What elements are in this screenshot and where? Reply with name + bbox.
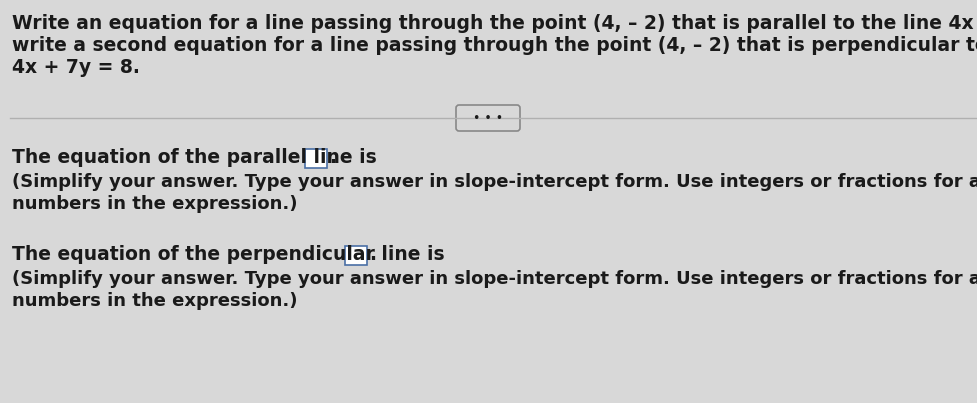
Text: (Simplify your answer. Type your answer in slope-intercept form. Use integers or: (Simplify your answer. Type your answer … — [12, 270, 977, 288]
Bar — [305, 149, 327, 168]
Text: • • •: • • • — [473, 112, 503, 125]
Text: The equation of the parallel line is: The equation of the parallel line is — [12, 148, 377, 167]
Text: 4x + 7y = 8.: 4x + 7y = 8. — [12, 58, 140, 77]
FancyBboxPatch shape — [456, 105, 520, 131]
Text: numbers in the expression.): numbers in the expression.) — [12, 292, 298, 310]
Text: The equation of the perpendicular line is: The equation of the perpendicular line i… — [12, 245, 445, 264]
Bar — [345, 246, 367, 265]
Text: .: . — [329, 148, 336, 167]
Text: write a second equation for a line passing through the point (4, – 2) that is pe: write a second equation for a line passi… — [12, 36, 977, 55]
Text: numbers in the expression.): numbers in the expression.) — [12, 195, 298, 213]
Text: .: . — [369, 245, 376, 264]
Text: (Simplify your answer. Type your answer in slope-intercept form. Use integers or: (Simplify your answer. Type your answer … — [12, 173, 977, 191]
Text: Write an equation for a line passing through the point (4, – 2) that is parallel: Write an equation for a line passing thr… — [12, 14, 977, 33]
